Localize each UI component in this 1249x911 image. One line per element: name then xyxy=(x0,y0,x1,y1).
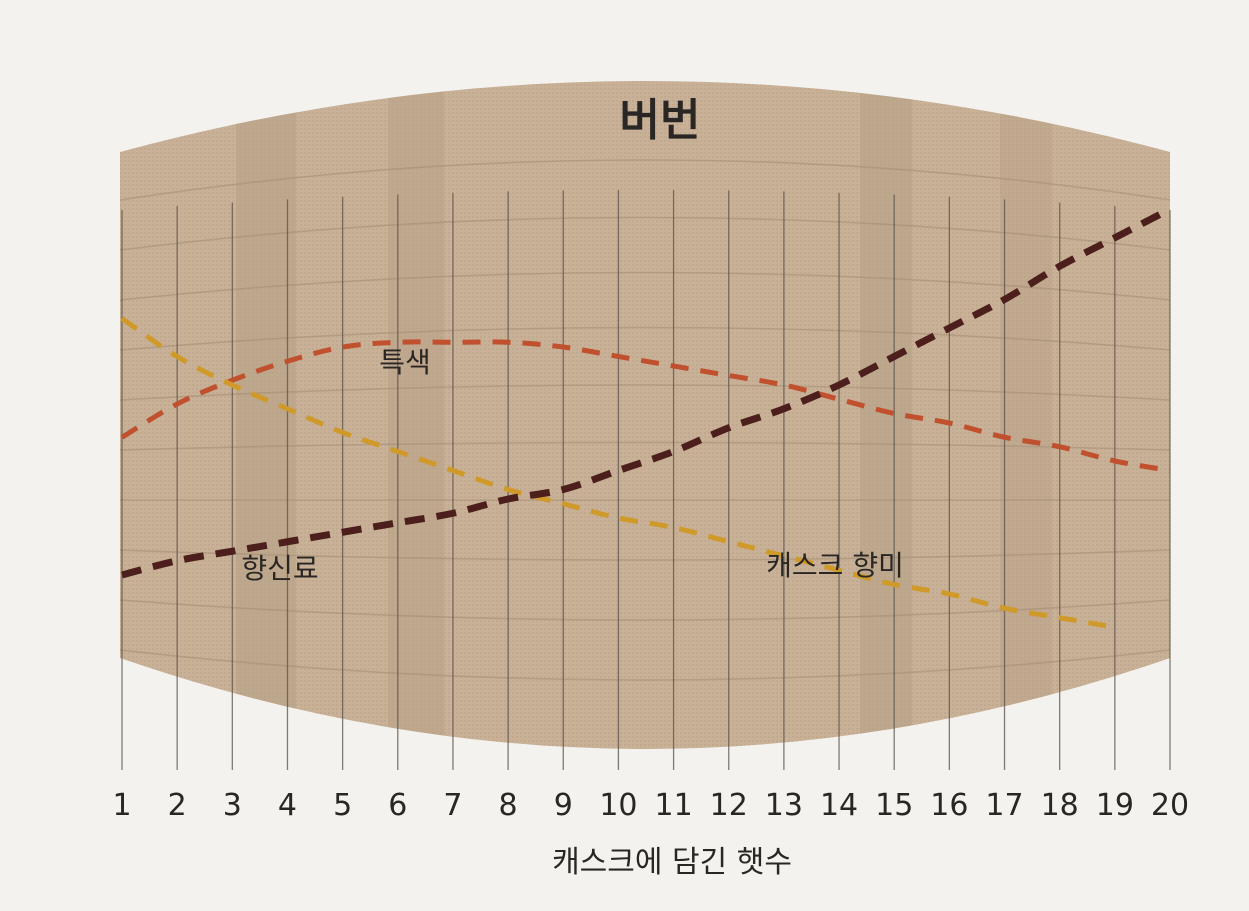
x-tick-label-7: 7 xyxy=(443,788,462,823)
x-axis-label: 캐스크에 담긴 햇수 xyxy=(552,845,792,880)
x-tick-label-1: 1 xyxy=(112,788,131,823)
series-label-특색: 특색 xyxy=(379,346,431,379)
x-tick-label-8: 8 xyxy=(499,788,518,823)
vertical-grid-lines xyxy=(121,190,1171,770)
x-tick-label-4: 4 xyxy=(278,788,297,823)
chart-title: 버번 xyxy=(620,95,701,146)
x-tick-label-12: 12 xyxy=(710,788,748,823)
series-line-캐스크-향미 xyxy=(120,316,1116,630)
x-tick-label-16: 16 xyxy=(930,788,968,823)
x-tick-label-5: 5 xyxy=(333,788,352,823)
x-tick-label-17: 17 xyxy=(985,788,1023,823)
x-tick-label-10: 10 xyxy=(599,788,637,823)
series-lines xyxy=(120,206,1172,630)
series-line-향신료 xyxy=(121,206,1172,579)
x-tick-label-9: 9 xyxy=(554,788,573,823)
x-axis-tick-labels: 1 2 3 4 5 6 7 8 9 10 11 12 13 14 15 16 17 18 19 20 xyxy=(112,788,1189,823)
x-tick-label-14: 14 xyxy=(820,788,858,823)
x-tick-label-2: 2 xyxy=(168,788,187,823)
x-tick-label-15: 15 xyxy=(875,788,913,823)
series-label-캐스크-향미: 캐스크 향미 xyxy=(766,549,904,582)
x-tick-label-20: 20 xyxy=(1151,788,1189,823)
x-tick-label-11: 11 xyxy=(654,788,692,823)
x-tick-label-18: 18 xyxy=(1041,788,1079,823)
series-line-특색 xyxy=(120,339,1171,473)
x-tick-label-13: 13 xyxy=(765,788,803,823)
x-tick-label-3: 3 xyxy=(223,788,242,823)
x-tick-label-19: 19 xyxy=(1096,788,1134,823)
series-label-향신료: 향신료 xyxy=(241,552,318,585)
x-tick-label-6: 6 xyxy=(388,788,407,823)
